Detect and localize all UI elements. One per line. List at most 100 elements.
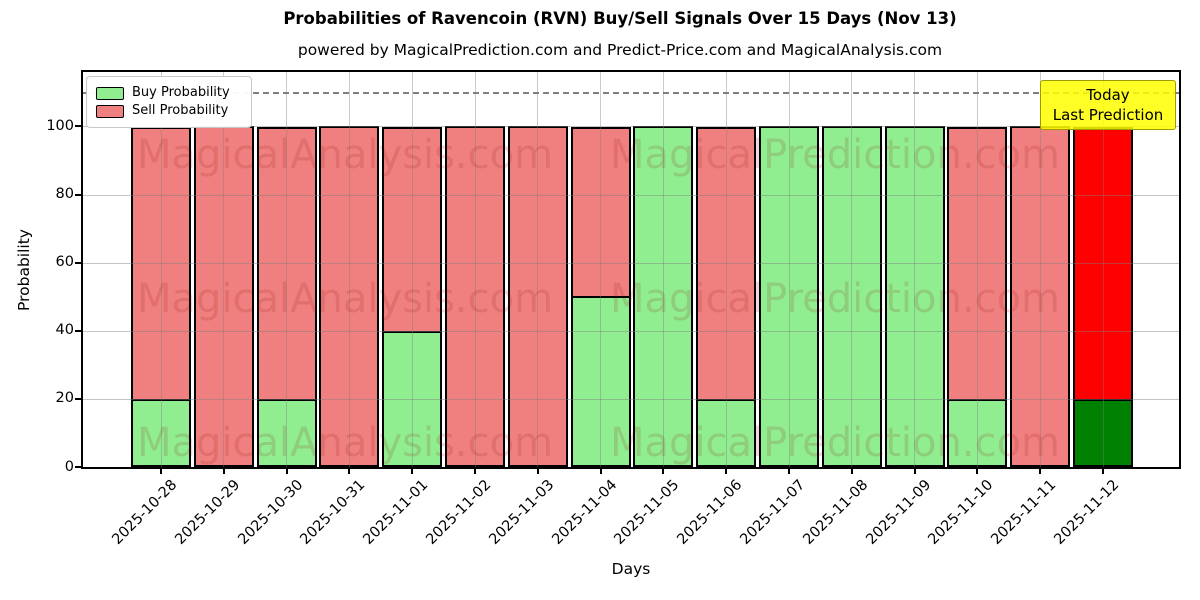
x-gridline [411,72,413,467]
x-tick-mark [788,469,790,474]
x-tick-mark [976,469,979,474]
sell-swatch-icon [96,104,124,118]
y-gridline [83,194,1179,196]
x-tick-mark [474,469,476,474]
legend-label-sell: Sell Probability [132,103,229,118]
x-tick-label: 2025-10-29 [172,477,244,548]
x-gridline [725,72,727,467]
legend: Buy Probability Sell Probability [86,76,252,128]
dashed-guide-line [83,92,1179,95]
x-tick-label: 2025-10-30 [234,477,306,548]
bar [759,126,819,467]
x-tick-mark [913,469,916,474]
x-tick-label: 2025-10-28 [109,477,181,548]
x-gridline [474,72,476,467]
bar-segment-sell [1073,126,1133,401]
x-gridline [914,72,916,467]
bar-segment-sell [570,126,631,299]
bar-segment-sell [256,126,317,401]
y-tick-mark [75,125,81,128]
x-tick-label: 2025-11-09 [862,477,934,548]
x-gridline [1102,72,1104,467]
bar [1010,126,1071,467]
bar-segment-buy [633,126,694,467]
bar-segment-sell [319,126,380,467]
legend-label-buy: Buy Probability [132,85,230,100]
x-tick-label: 2025-11-01 [360,477,432,548]
x-tick-label: 2025-11-08 [800,477,872,548]
bar-segment-buy [884,126,945,467]
x-gridline [662,72,664,467]
bar [821,126,882,467]
y-tick-label: 40 [55,322,74,339]
x-tick-mark [411,469,414,474]
y-tick-mark [75,466,81,468]
bar-segment-sell [507,126,568,467]
bar [319,126,380,467]
x-tick-label: 2025-11-12 [1051,477,1123,548]
bar [256,126,317,467]
y-tick-mark [75,329,81,332]
y-tick-label: 20 [55,390,74,407]
bar [445,126,505,467]
bar [382,126,443,467]
x-tick-label: 2025-11-03 [486,477,558,548]
x-gridline [788,72,790,467]
bar [131,126,191,467]
y-axis-title: Probability [15,229,33,311]
bar-segment-buy [131,400,191,467]
x-gridline [160,72,162,467]
y-tick-label: 60 [55,254,74,271]
bar-segment-sell [947,126,1008,401]
x-gridline [223,72,225,467]
x-tick-mark [348,469,351,474]
y-tick-mark [75,261,81,264]
bar-segment-buy [759,126,819,467]
bar-segment-buy [256,400,317,467]
x-tick-mark [285,469,288,474]
bar [633,126,694,467]
x-gridline [348,72,350,467]
bar [947,126,1008,467]
plot-area [81,70,1181,469]
bar-segment-sell [696,126,757,401]
y-tick-mark [75,193,81,196]
x-tick-mark [1039,469,1042,474]
x-tick-label: 2025-11-02 [423,477,495,548]
y-gridline [83,126,1179,128]
y-tick-label: 80 [55,186,74,203]
y-tick-label: 0 [64,458,74,475]
buy-swatch-icon [96,86,124,100]
y-gridline [83,262,1179,264]
bar-segment-buy [821,126,882,467]
x-tick-label: 2025-11-07 [737,477,809,548]
page-title: Probabilities of Ravencoin (RVN) Buy/Sel… [283,9,957,28]
x-tick-label: 2025-11-06 [674,477,746,548]
today-annotation-line1: Today [1086,86,1130,104]
y-tick-mark [75,397,81,400]
bar-segment-buy [570,298,631,467]
bar-segment-sell [1010,126,1071,467]
page-subtitle: powered by MagicalPrediction.com and Pre… [297,41,943,59]
x-gridline [600,72,602,467]
today-annotation-line2: Last Prediction [1052,106,1164,124]
x-tick-label: 2025-11-04 [548,477,620,548]
bar-segment-sell [193,126,254,467]
x-tick-label: 2025-10-31 [297,477,369,548]
bar-segment-buy [382,332,443,467]
bar [1073,126,1133,467]
bar-segment-sell [445,126,505,467]
y-gridline [83,330,1179,332]
x-tick-label: 2025-11-11 [988,477,1060,548]
bar-segment-buy [1073,400,1133,467]
x-tick-mark [160,469,162,474]
x-gridline [537,72,539,467]
bar [884,126,945,467]
x-tick-mark [1102,469,1104,474]
x-tick-mark [599,469,602,474]
x-tick-label: 2025-11-05 [611,477,683,548]
x-tick-mark [662,469,665,474]
x-axis-title: Days [611,560,651,578]
legend-entry-sell: Sell Probability [87,104,251,118]
